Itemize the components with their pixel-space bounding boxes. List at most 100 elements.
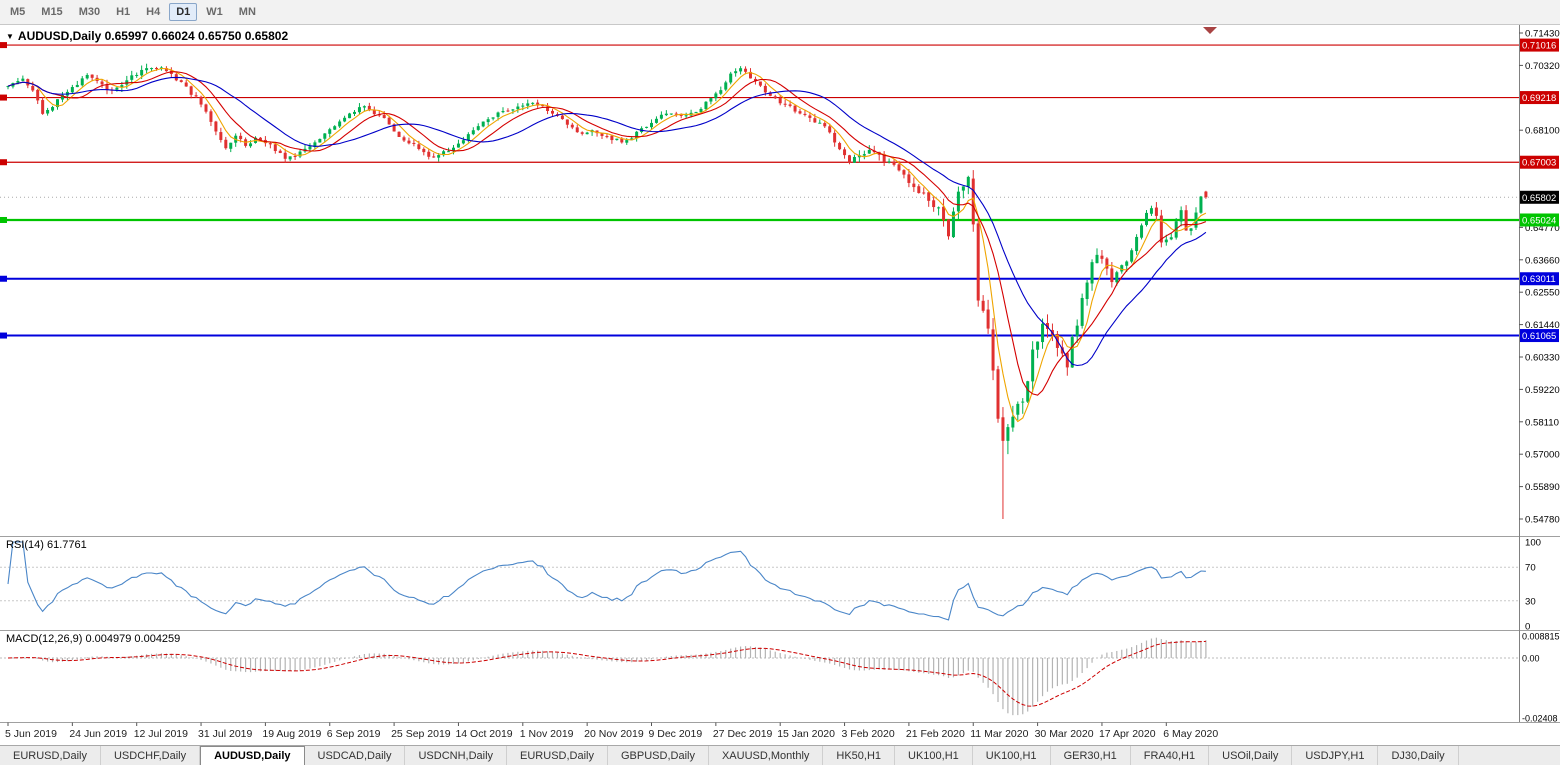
candle-body: [852, 156, 856, 163]
candle-body: [115, 87, 119, 90]
date-label: 21 Feb 2020: [906, 728, 965, 740]
candle-body: [273, 144, 277, 152]
candle-body: [1130, 250, 1134, 262]
candle-body: [605, 136, 609, 138]
horizontal-levels[interactable]: [0, 42, 1519, 339]
date-label: 9 Dec 2019: [649, 728, 703, 740]
timeframe-button-m30[interactable]: M30: [78, 6, 101, 18]
date-label: 6 Sep 2019: [327, 728, 381, 740]
price-badge-label: 0.69218: [1522, 93, 1556, 104]
candle-body: [803, 113, 807, 115]
chart-tab-usdchf-daily[interactable]: USDCHF,Daily: [100, 746, 201, 765]
candle-body: [382, 115, 386, 119]
chart-tab-eurusd-daily[interactable]: EURUSD,Daily: [507, 746, 608, 765]
rsi-axis-label: 70: [1525, 563, 1536, 574]
candle-body: [150, 68, 154, 70]
candle-body: [1021, 401, 1025, 403]
candle-body: [6, 86, 10, 88]
candle-body: [981, 300, 985, 311]
chart-svg[interactable]: 0.71430 0.70320 0.68100 0.64770 0.63660 0.625…: [0, 25, 1560, 745]
chart-tab-eurusd-daily[interactable]: EURUSD,Daily: [0, 746, 101, 765]
price-badge-label: 0.71016: [1522, 41, 1556, 52]
candle-body: [308, 146, 312, 150]
candle-body: [907, 174, 911, 183]
candle-body: [362, 106, 366, 108]
candle-body: [659, 114, 663, 119]
chart-tab-uk100-h1[interactable]: UK100,H1: [972, 746, 1051, 765]
candle-body: [80, 78, 84, 86]
price-axis[interactable]: 0.71430 0.70320 0.68100 0.64770 0.63660 0.625…: [1519, 25, 1560, 724]
chart-tab-gbpusd-daily[interactable]: GBPUSD,Daily: [608, 746, 709, 765]
chart-tab-hk50-h1[interactable]: HK50,H1: [823, 746, 896, 765]
date-label: 20 Nov 2019: [584, 728, 644, 740]
chart-collapse-icon[interactable]: ▼: [6, 32, 14, 41]
timeframe-button-h4[interactable]: H4: [146, 6, 161, 18]
candle-body: [753, 78, 757, 82]
timeframe-button-w1[interactable]: W1: [206, 6, 223, 18]
candle-body: [966, 176, 970, 187]
date-label: 11 Mar 2020: [970, 728, 1028, 740]
timeframe-button-d1[interactable]: D1: [169, 3, 198, 21]
price-level-badge: [1520, 190, 1559, 204]
price-badge-label: 0.63011: [1522, 274, 1556, 285]
candle-body: [1145, 212, 1148, 225]
chart-tab-uk100-h1[interactable]: UK100,H1: [895, 746, 973, 765]
timeframe-button-m15[interactable]: M15: [41, 6, 63, 18]
chart-area[interactable]: 0.71430 0.70320 0.68100 0.64770 0.63660 0.625…: [0, 25, 1560, 745]
candle-body: [471, 130, 475, 135]
candle-body: [90, 74, 94, 78]
chart-tabs-bar: EURUSD,Daily USDCHF,Daily AUDUSD,Daily USDC…: [0, 745, 1560, 765]
timeframe-button-m5[interactable]: M5: [10, 6, 26, 18]
candle-body: [744, 68, 748, 72]
chart-tab-dj30-daily[interactable]: DJ30,Daily: [1378, 746, 1459, 765]
date-label: 19 Aug 2019: [262, 728, 321, 740]
candle-body: [684, 115, 688, 117]
candle-body: [348, 113, 352, 119]
candle-body: [848, 155, 851, 163]
date-label: 25 Sep 2019: [391, 728, 451, 740]
ma-5-line: [7, 67, 1207, 423]
candle-body: [937, 207, 941, 209]
chart-tab-audusd-daily[interactable]: AUDUSD,Daily: [200, 746, 305, 765]
candle-body: [189, 86, 193, 95]
candle-body: [229, 142, 233, 149]
candle-body: [278, 150, 282, 153]
candle-body: [719, 90, 723, 94]
price-axis-label: 0.63660: [1525, 255, 1560, 266]
rsi-axis-label: 30: [1525, 596, 1536, 607]
candle-body: [328, 129, 332, 134]
candle-body: [496, 112, 500, 117]
chart-title: ▼ AUDUSD,Daily 0.65997 0.66024 0.65750 0.…: [6, 29, 288, 43]
candle-body: [580, 132, 584, 134]
chart-tab-usdcnh-daily[interactable]: USDCNH,Daily: [405, 746, 508, 765]
candle-body: [481, 121, 485, 127]
timeframe-button-h1[interactable]: H1: [116, 6, 131, 18]
candle-body: [664, 113, 668, 116]
macd-axis-label: 0.00: [1522, 653, 1540, 663]
candle-body: [551, 110, 554, 114]
candle-body: [46, 109, 50, 114]
candle-body: [105, 84, 109, 90]
price-axis-label: 0.62550: [1525, 288, 1560, 299]
chart-shift-marker-icon[interactable]: [1203, 27, 1217, 34]
candle-body: [1204, 191, 1208, 198]
chart-tab-fra40-h1[interactable]: FRA40,H1: [1130, 746, 1210, 765]
candle-body: [1001, 417, 1005, 441]
price-level-badge: [1520, 91, 1559, 105]
candle-body: [1080, 297, 1084, 326]
candle-body: [1075, 325, 1079, 336]
candle-body: [516, 106, 520, 110]
candle-body: [922, 192, 926, 194]
candle-body: [288, 156, 292, 160]
candle-body: [491, 117, 495, 119]
chart-tab-ger30-h1[interactable]: GER30,H1: [1050, 746, 1131, 765]
chart-tab-usdjpy-h1[interactable]: USDJPY,H1: [1292, 746, 1379, 765]
timeframe-button-mn[interactable]: MN: [238, 6, 256, 18]
chart-tab-usdcad-daily[interactable]: USDCAD,Daily: [304, 746, 406, 765]
chart-tab-xauusd-monthly[interactable]: XAUUSD,Monthly: [708, 746, 824, 765]
chart-tab-usoil-daily[interactable]: USOil,Daily: [1209, 746, 1293, 765]
rsi-indicator-label: RSI(14) 61.7761: [6, 539, 87, 551]
candle-body: [942, 206, 946, 221]
time-axis[interactable]: 5 Jun 2019 24 Jun 2019 12 Jul 2019 31 Jul 2…: [5, 722, 1218, 741]
candle-body: [813, 118, 817, 123]
